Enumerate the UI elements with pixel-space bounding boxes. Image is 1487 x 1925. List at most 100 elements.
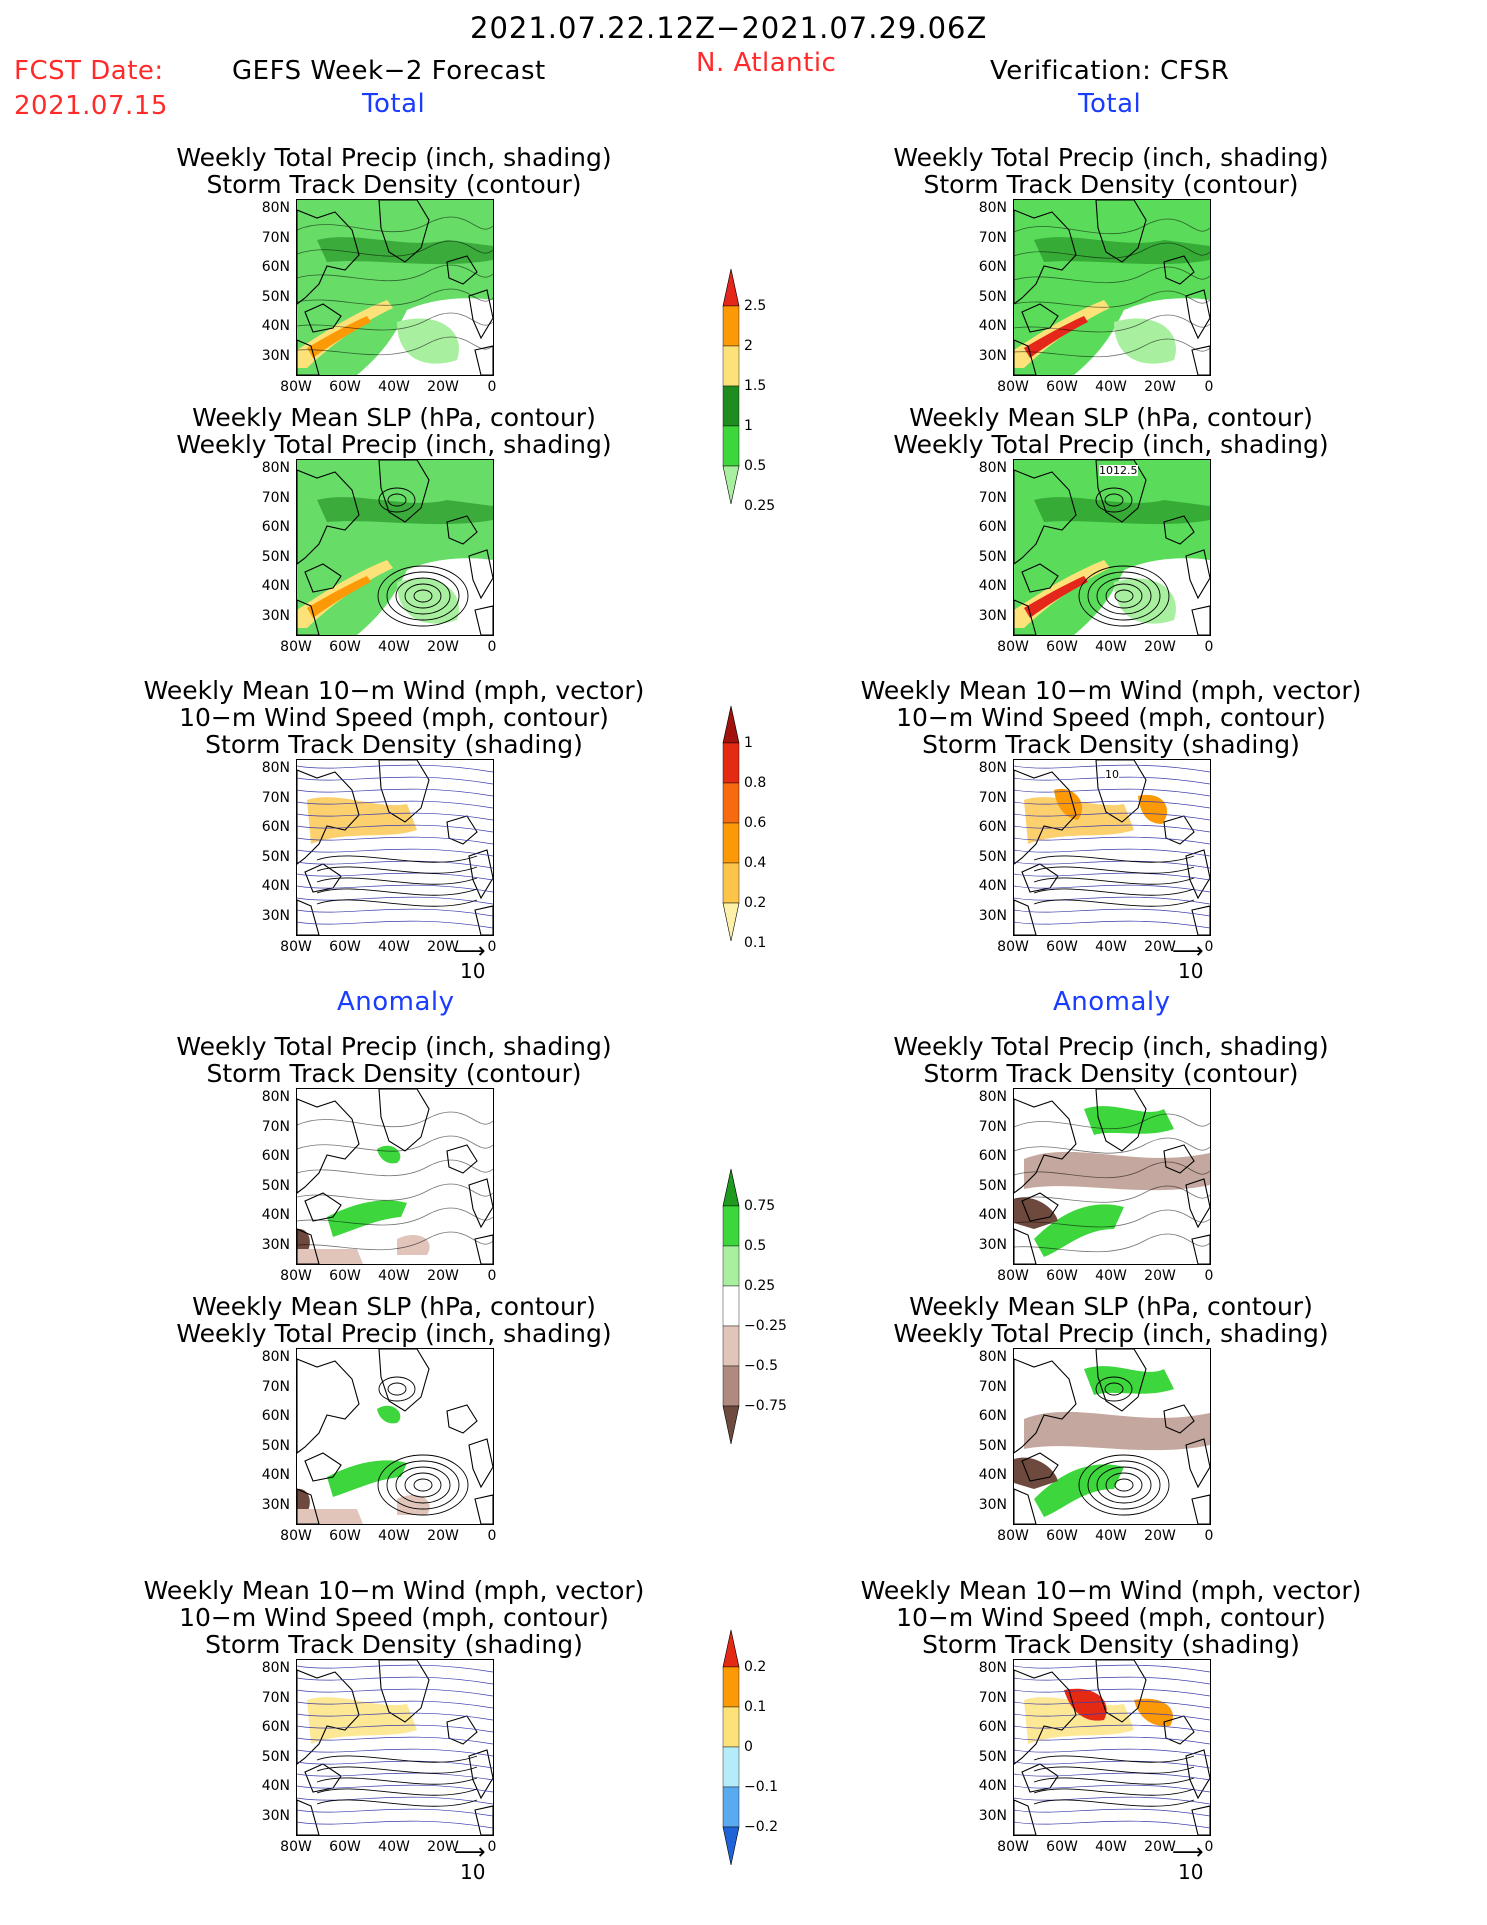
lat-tick-label: 40N — [978, 578, 1007, 594]
date-range-title: 2021.07.22.12Z−2021.07.29.06Z — [470, 11, 988, 45]
lat-tick-label: 30N — [978, 607, 1007, 624]
ver-anom-precip-title-line: Storm Track Density (contour) — [923, 1059, 1299, 1088]
ver-total-slp-title-line: Weekly Total Precip (inch, shading) — [893, 430, 1329, 459]
lat-tick-label: 70N — [261, 489, 290, 506]
lat-tick-label: 40N — [261, 878, 290, 894]
ver-anom-wind-map — [1013, 1659, 1211, 1836]
lon-tick-label: 80W — [997, 639, 1029, 655]
lon-tick-label: 60W — [1046, 379, 1078, 395]
lat-tick-label: 60N — [261, 1408, 290, 1424]
lat-tick-label: 80N — [978, 1349, 1007, 1365]
fc-anom-wind-field — [297, 1660, 493, 1835]
lon-tick-label: 20W — [427, 379, 459, 395]
density_anom-colorbar-label: 0.2 — [744, 1659, 767, 1675]
fcst-date-label: FCST Date: — [14, 56, 164, 86]
lon-tick-label: 40W — [1095, 1839, 1127, 1855]
lat-tick-label: 80N — [261, 1349, 290, 1365]
precip_anom-colorbar-label: 0.25 — [744, 1278, 776, 1294]
lon-tick-label: 20W — [427, 639, 459, 655]
ver-total-wind-map — [1013, 759, 1211, 936]
lat-tick-label: 30N — [261, 607, 290, 624]
lon-tick-label: 60W — [329, 639, 361, 655]
lon-tick-label: 60W — [1046, 639, 1078, 655]
lon-tick-label: 0 — [487, 379, 497, 395]
lon-tick-label: 40W — [1095, 379, 1127, 395]
fc-total-slp-title: Weekly Mean SLP (hPa, contour) Weekly Tot… — [94, 404, 694, 458]
precip_total-colorbar-label: 2.5 — [744, 298, 767, 314]
lat-tick-label: 70N — [978, 489, 1007, 506]
density_anom-colorbar — [722, 1629, 740, 1866]
precip_anom-colorbar-label: −0.75 — [744, 1398, 787, 1414]
ver-total-precip-field — [1014, 200, 1210, 375]
lon-tick-label: 40W — [378, 1839, 410, 1855]
lon-tick-label: 20W — [1144, 939, 1176, 955]
lat-tick-label: 70N — [261, 789, 290, 806]
ver-anom-wind-title: Weekly Mean 10−m Wind (mph, vector) 10−m … — [811, 1577, 1411, 1658]
lat-tick-label: 40N — [261, 1778, 290, 1794]
lon-tick-label: 80W — [280, 1839, 312, 1855]
vector-ref-value: 10 — [460, 959, 486, 983]
fc-total-wind-map — [296, 759, 494, 936]
fc-total-slp-map — [296, 459, 494, 636]
right-column-title: Verification: CFSR — [990, 56, 1230, 86]
precip_anom-colorbar-label: 0.5 — [744, 1238, 767, 1254]
vector-ref-arrow: ⟶ — [1172, 1840, 1204, 1865]
vector-ref-value: 10 — [1178, 959, 1204, 983]
precip_anom-colorbar — [722, 1168, 740, 1445]
ver-anom-slp-title-line: Weekly Mean SLP (hPa, contour) — [909, 1292, 1313, 1321]
lat-tick-label: 80N — [978, 460, 1007, 476]
density_total-colorbar-label: 0.4 — [744, 855, 767, 871]
lat-tick-label: 60N — [978, 1408, 1007, 1424]
ver-total-slp-title-line: Weekly Mean SLP (hPa, contour) — [909, 403, 1313, 432]
precip_total-colorbar-label: 1.5 — [744, 378, 767, 394]
density_anom-colorbar-label: −0.1 — [744, 1779, 778, 1795]
precip_total-colorbar — [722, 268, 740, 505]
lon-tick-label: 60W — [1046, 1268, 1078, 1284]
lat-tick-label: 80N — [261, 760, 290, 776]
fc-anom-precip-title-line: Weekly Total Precip (inch, shading) — [176, 1032, 612, 1061]
fc-total-slp-field — [297, 460, 493, 635]
lat-tick-label: 60N — [261, 1719, 290, 1735]
density_anom-colorbar-label: −0.2 — [744, 1819, 778, 1835]
lat-tick-label: 30N — [978, 347, 1007, 364]
ver-anom-precip-map — [1013, 1088, 1211, 1265]
ver-anom-wind-title-line: 10−m Wind Speed (mph, contour) — [896, 1603, 1326, 1632]
lat-tick-label: 60N — [978, 1148, 1007, 1164]
lon-tick-label: 0 — [1204, 1268, 1214, 1284]
lon-tick-label: 0 — [1204, 939, 1214, 955]
lat-tick-label: 50N — [978, 1748, 1007, 1765]
lon-tick-label: 20W — [1144, 1268, 1176, 1284]
lon-tick-label: 20W — [427, 1839, 459, 1855]
lat-tick-label: 80N — [261, 200, 290, 216]
fcst-date-value: 2021.07.15 — [14, 91, 168, 121]
lon-tick-label: 80W — [997, 379, 1029, 395]
lon-tick-label: 80W — [997, 1839, 1029, 1855]
fc-total-precip-field — [297, 200, 493, 375]
fc-total-precip-map — [296, 199, 494, 376]
density_total-colorbar-label: 1 — [744, 735, 753, 751]
lat-tick-label: 50N — [978, 1177, 1007, 1194]
lon-tick-label: 0 — [1204, 1528, 1214, 1544]
lon-tick-label: 60W — [329, 379, 361, 395]
lon-tick-label: 20W — [1144, 639, 1176, 655]
fc-total-wind-title-line: 10−m Wind Speed (mph, contour) — [179, 703, 609, 732]
lon-tick-label: 60W — [329, 1268, 361, 1284]
lon-tick-label: 0 — [487, 939, 497, 955]
fc-anom-precip-title: Weekly Total Precip (inch, shading) Storm… — [94, 1033, 694, 1087]
density_total-colorbar — [722, 705, 740, 942]
fc-total-slp-title-line: Weekly Total Precip (inch, shading) — [176, 430, 612, 459]
lon-tick-label: 60W — [329, 1528, 361, 1544]
lon-tick-label: 60W — [1046, 939, 1078, 955]
lat-tick-label: 80N — [978, 1660, 1007, 1676]
lon-tick-label: 60W — [329, 1839, 361, 1855]
lat-tick-label: 60N — [261, 259, 290, 275]
lat-tick-label: 50N — [261, 288, 290, 305]
fc-anom-slp-field — [297, 1349, 493, 1524]
ver-anom-slp-title-line: Weekly Total Precip (inch, shading) — [893, 1319, 1329, 1348]
lat-tick-label: 40N — [978, 1778, 1007, 1794]
ver-total-precip-title-line: Weekly Total Precip (inch, shading) — [893, 143, 1329, 172]
density_total-colorbar-label: 0.8 — [744, 775, 767, 791]
lat-tick-label: 70N — [261, 1118, 290, 1135]
ver-anom-wind-title-line: Storm Track Density (shading) — [922, 1630, 1300, 1659]
ver-total-wind-title-line: Storm Track Density (shading) — [922, 730, 1300, 759]
